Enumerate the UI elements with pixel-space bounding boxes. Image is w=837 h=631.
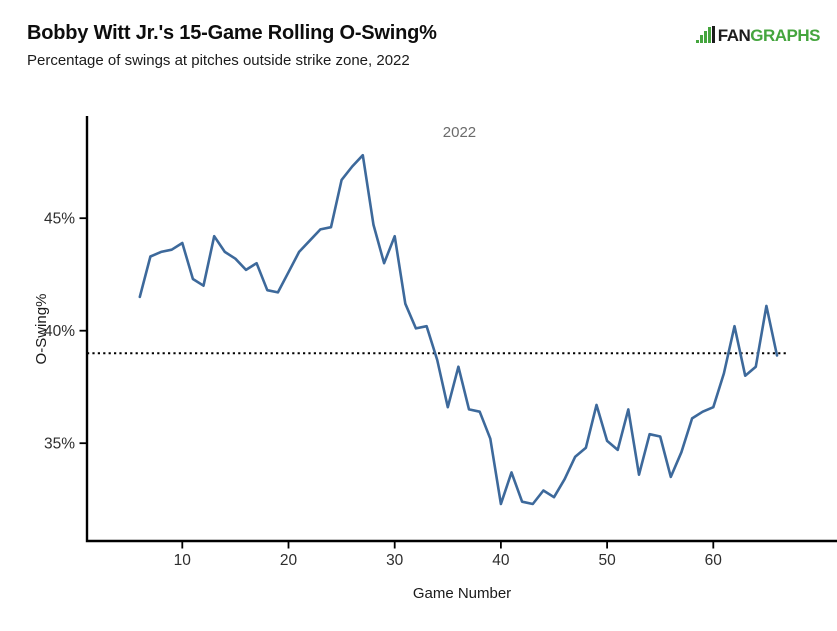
oswing-rolling-line: [138, 153, 779, 506]
y-tick-label: 45%: [44, 211, 75, 228]
logo-bar-5: [711, 26, 715, 43]
logo-text-graphs: GRAPHS: [750, 26, 820, 45]
chart-subtitle: Percentage of swings at pitches outside …: [27, 52, 410, 69]
series-year-label: 2022: [443, 124, 476, 141]
axes: [85, 116, 837, 543]
y-axis-title: O-Swing%: [33, 294, 50, 365]
x-tick-label: 50: [598, 552, 616, 569]
x-tick-label: 40: [492, 552, 510, 569]
x-tick-label: 10: [174, 552, 192, 569]
logo-bar-4: [707, 27, 711, 43]
logo-bar-3: [703, 31, 707, 43]
chart-header: Bobby Witt Jr.'s 15-Game Rolling O-Swing…: [27, 22, 437, 69]
x-axis-title: Game Number: [413, 585, 511, 602]
fangraphs-logo: FAN GRAPHS: [695, 26, 820, 45]
logo-bar-2: [699, 35, 703, 43]
logo-bar-1: [695, 40, 699, 43]
x-tick-label: 60: [705, 552, 723, 569]
y-tick-label: 40%: [44, 323, 75, 340]
x-tick-label: 20: [280, 552, 298, 569]
logo-text-fan: FAN: [717, 26, 751, 45]
chart-title: Bobby Witt Jr.'s 15-Game Rolling O-Swing…: [27, 22, 437, 44]
y-tick-label: 35%: [44, 436, 75, 453]
fangraphs-bars-icon: [695, 26, 715, 43]
x-tick-label: 30: [386, 552, 404, 569]
